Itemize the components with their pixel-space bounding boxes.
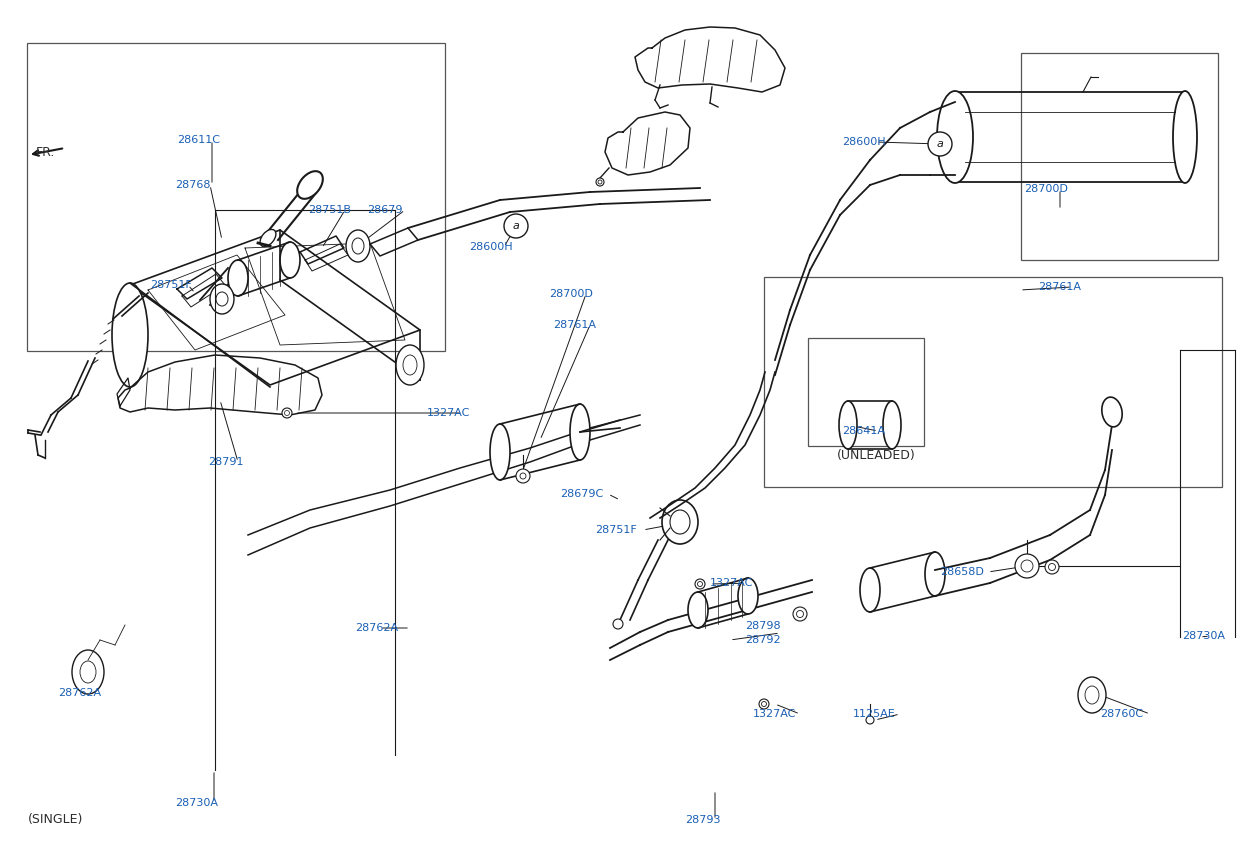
Circle shape [762,701,767,706]
Ellipse shape [297,171,323,198]
Circle shape [695,579,705,589]
Circle shape [596,178,604,186]
Ellipse shape [216,292,228,306]
Bar [808,338,924,446]
Ellipse shape [570,404,590,460]
Text: 28600H: 28600H [469,242,513,252]
Text: 28751F: 28751F [595,525,637,535]
Ellipse shape [345,230,370,262]
Circle shape [1015,554,1039,578]
Text: 1327AC: 1327AC [753,709,797,719]
Ellipse shape [936,91,973,183]
Text: 28700D: 28700D [549,289,592,299]
Ellipse shape [209,284,234,314]
Text: 28679C: 28679C [560,489,604,499]
Circle shape [1045,560,1059,574]
Text: a: a [936,139,944,149]
Text: 28611C: 28611C [177,135,219,145]
Text: 1125AE: 1125AE [853,709,895,719]
Text: (UNLEADED): (UNLEADED) [837,449,915,462]
Text: 28761A: 28761A [552,320,596,330]
Text: 28792: 28792 [744,635,781,645]
Text: 28751F: 28751F [150,280,192,290]
Ellipse shape [1102,397,1122,427]
Text: 28762A: 28762A [355,623,398,633]
Text: (SINGLE): (SINGLE) [27,813,84,827]
Text: 28730A: 28730A [1182,631,1225,641]
Circle shape [284,410,289,416]
Text: 28730A: 28730A [175,798,218,808]
Text: 28641A: 28641A [842,426,885,436]
Circle shape [797,611,803,617]
Text: 28658D: 28658D [940,567,984,577]
Ellipse shape [883,401,902,449]
Ellipse shape [261,230,276,247]
Text: 28751B: 28751B [308,205,350,215]
Text: 28761A: 28761A [1038,282,1081,292]
Ellipse shape [860,568,880,612]
Bar [1021,53,1218,260]
Circle shape [516,469,530,483]
Bar [764,277,1222,487]
Ellipse shape [80,661,96,683]
Text: 1327AC: 1327AC [426,408,470,418]
Ellipse shape [925,552,945,596]
Text: 28791: 28791 [208,457,243,467]
Circle shape [614,619,624,629]
Circle shape [520,473,526,479]
Ellipse shape [397,345,424,385]
Circle shape [793,607,807,621]
Text: FR.: FR. [36,146,55,159]
Ellipse shape [1085,686,1099,704]
Circle shape [759,699,769,709]
Circle shape [1021,560,1033,572]
Ellipse shape [403,355,416,375]
Text: 28679: 28679 [367,205,403,215]
Ellipse shape [839,401,857,449]
Text: a: a [513,221,520,231]
Text: 28700D: 28700D [1024,184,1067,194]
Text: 28762A: 28762A [59,688,101,698]
Ellipse shape [688,592,708,628]
Ellipse shape [490,424,510,480]
Ellipse shape [281,242,301,278]
Bar [27,43,445,351]
Text: 28768: 28768 [175,180,211,190]
Ellipse shape [1077,677,1106,713]
Circle shape [599,180,602,184]
Ellipse shape [72,650,104,694]
Text: 28798: 28798 [744,621,781,631]
Text: 28793: 28793 [685,815,721,825]
Ellipse shape [228,260,248,296]
Circle shape [865,716,874,724]
Circle shape [282,408,292,418]
Ellipse shape [738,578,758,614]
Circle shape [928,132,951,156]
Circle shape [1049,564,1055,571]
Text: 28760C: 28760C [1100,709,1143,719]
Ellipse shape [670,510,690,534]
Circle shape [504,214,527,238]
Text: 28600H: 28600H [842,137,885,147]
Ellipse shape [662,500,698,544]
Ellipse shape [112,283,148,387]
Circle shape [697,582,702,587]
Ellipse shape [352,238,364,254]
Text: 1327AC: 1327AC [710,578,753,588]
Ellipse shape [1173,91,1197,183]
